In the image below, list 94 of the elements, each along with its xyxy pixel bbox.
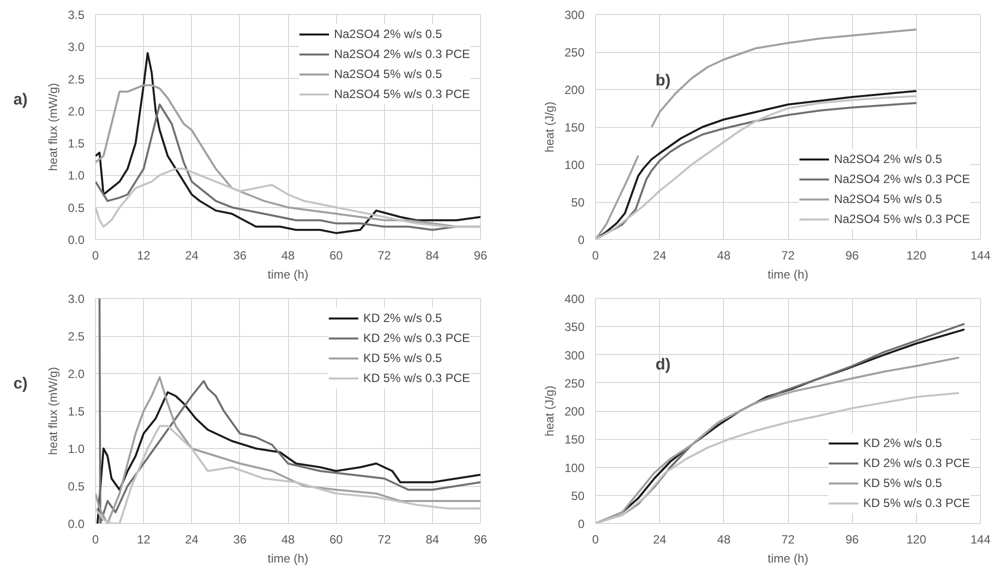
x-tick-label: 48 <box>281 532 295 546</box>
x-tick-label: 60 <box>329 532 344 546</box>
x-tick-label: 24 <box>185 532 199 546</box>
annotation: d) <box>656 356 671 374</box>
x-tick-label: 60 <box>329 248 344 262</box>
x-tick-label: 72 <box>378 248 392 262</box>
y-axis-title: heat (J/g) <box>542 102 556 152</box>
legend-label: Na2SO4 5% w/s 0.5 <box>834 192 942 206</box>
x-axis-title: time (h) <box>768 552 808 566</box>
x-tick-label: 72 <box>781 532 795 546</box>
y-tick-label: 50 <box>571 196 585 210</box>
y-tick-label: 2.0 <box>68 104 85 118</box>
y-tick-label: 0.5 <box>68 200 85 215</box>
legend-label: KD 2% w/s 0.5 <box>863 436 942 450</box>
legend-label: Na2SO4 5% w/s 0.3 PCE <box>834 212 970 226</box>
annotation: b) <box>656 72 671 90</box>
legend-label: KD 5% w/s 0.5 <box>363 351 442 365</box>
y-tick-label: 300 <box>564 8 585 22</box>
x-tick-label: 72 <box>781 248 795 262</box>
legend-label: Na2SO4 2% w/s 0.5 <box>334 27 442 41</box>
y-tick-label: 50 <box>571 488 585 503</box>
x-tick-label: 48 <box>717 248 731 262</box>
x-tick-label: 36 <box>233 248 247 262</box>
x-tick-label: 36 <box>233 532 247 546</box>
x-tick-label: 96 <box>474 248 488 262</box>
y-tick-label: 2.0 <box>68 367 85 381</box>
y-tick-label: 1.0 <box>68 168 85 183</box>
y-axis-title: heat (J/g) <box>542 386 556 436</box>
x-tick-label: 24 <box>652 248 667 262</box>
x-axis-title: time (h) <box>268 552 308 566</box>
y-tick-label: 0 <box>578 233 585 247</box>
y-tick-label: 250 <box>564 46 585 60</box>
text: c) <box>13 376 28 392</box>
line-series <box>96 425 480 524</box>
y-tick-label: 2.5 <box>68 72 85 86</box>
x-tick-label: 0 <box>92 532 100 546</box>
y-tick-label: 150 <box>564 120 585 134</box>
x-tick-label: 120 <box>906 248 927 262</box>
x-axis-title: time (h) <box>768 268 808 282</box>
legend-label: KD 2% w/s 0.3 PCE <box>863 456 970 470</box>
y-tick-label: 3.0 <box>68 292 85 306</box>
y-tick-label: 1.5 <box>68 136 85 151</box>
y-tick-label: 3.0 <box>68 40 85 54</box>
y-axis-title: heat flux (mW/g) <box>46 82 60 172</box>
legend-label: KD 2% w/s 0.5 <box>363 311 442 325</box>
x-tick-label: 84 <box>426 532 440 546</box>
x-tick-label: 24 <box>652 532 667 546</box>
text: a) <box>13 92 28 108</box>
y-tick-label: 200 <box>564 404 585 418</box>
y-tick-label: 2.5 <box>68 330 85 344</box>
x-tick-label: 120 <box>906 532 927 546</box>
y-tick-label: 250 <box>564 376 585 390</box>
x-tick-label: 96 <box>474 532 488 546</box>
y-tick-label: 0 <box>578 517 585 531</box>
legend-label: Na2SO4 5% w/s 0.3 PCE <box>334 87 470 101</box>
y-tick-label: 150 <box>564 432 585 447</box>
legend-label: KD 5% w/s 0.3 PCE <box>363 371 470 385</box>
x-tick-label: 12 <box>136 532 151 546</box>
x-tick-label: 48 <box>281 248 295 262</box>
x-tick-label: 144 <box>970 532 991 546</box>
x-tick-label: 0 <box>592 532 600 546</box>
y-tick-label: 200 <box>564 83 585 97</box>
y-tick-label: 100 <box>564 460 585 475</box>
x-tick-label: 0 <box>592 248 600 262</box>
y-tick-label: 400 <box>564 292 585 306</box>
x-tick-label: 96 <box>845 532 860 546</box>
legend-label: KD 5% w/s 0.3 PCE <box>863 496 970 510</box>
legend-label: KD 2% w/s 0.3 PCE <box>363 331 470 345</box>
legend-label: Na2SO4 2% w/s 0.5 <box>834 152 942 166</box>
y-axis-title: heat flux (mW/g) <box>46 366 60 456</box>
y-tick-label: 300 <box>564 348 585 362</box>
x-tick-label: 0 <box>92 248 100 262</box>
x-tick-label: 72 <box>378 532 392 546</box>
x-tick-label: 12 <box>136 248 151 262</box>
y-tick-label: 3.5 <box>68 8 85 22</box>
legend-label: Na2SO4 2% w/s 0.3 PCE <box>334 47 470 61</box>
x-tick-label: 144 <box>970 248 991 262</box>
line-series <box>96 168 480 228</box>
y-tick-label: 0.0 <box>68 233 85 247</box>
y-tick-label: 1.5 <box>68 404 85 418</box>
legend-label: Na2SO4 2% w/s 0.3 PCE <box>834 172 970 186</box>
y-tick-label: 0.0 <box>68 517 85 531</box>
line-series <box>98 298 480 524</box>
y-tick-label: 0.5 <box>68 480 85 494</box>
y-tick-label: 1.0 <box>68 442 85 456</box>
legend-label: Na2SO4 5% w/s 0.5 <box>334 67 442 81</box>
x-axis-title: time (h) <box>268 268 308 282</box>
y-tick-label: 350 <box>564 320 585 334</box>
y-tick-label: 100 <box>564 158 585 172</box>
x-tick-label: 48 <box>717 532 731 546</box>
x-tick-label: 84 <box>426 248 440 262</box>
legend-label: KD 5% w/s 0.5 <box>863 476 942 490</box>
x-tick-label: 24 <box>185 248 199 262</box>
x-tick-label: 96 <box>845 248 860 262</box>
